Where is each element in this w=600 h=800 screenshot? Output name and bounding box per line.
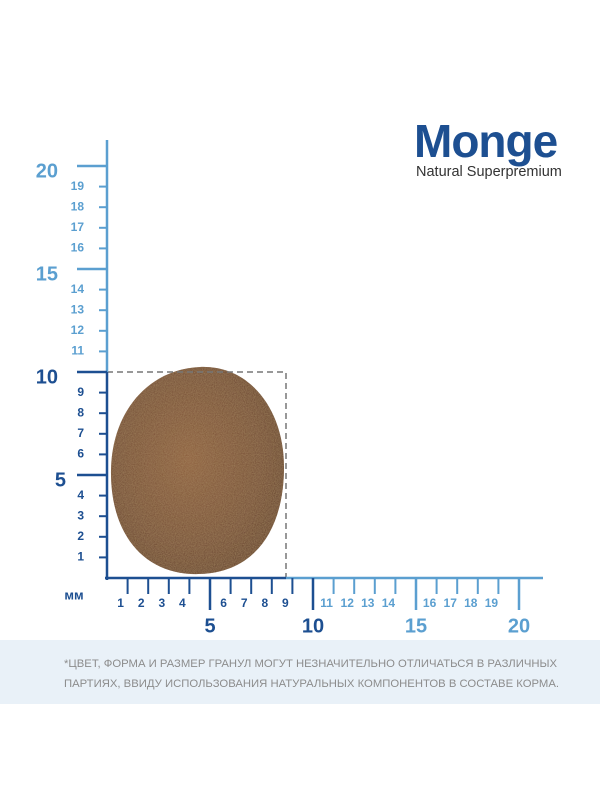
- x-major-label: 15: [405, 615, 427, 637]
- x-tick-label: 7: [241, 596, 248, 610]
- y-tick-label: 18: [71, 199, 85, 213]
- y-tick-label: 9: [77, 385, 84, 399]
- y-major-label: 10: [36, 366, 58, 388]
- y-tick-label: 2: [77, 529, 84, 543]
- x-tick-label: 14: [382, 596, 396, 610]
- x-major-label: 20: [508, 615, 530, 637]
- y-tick-label: 12: [71, 323, 85, 337]
- x-tick-label: 13: [361, 596, 375, 610]
- y-tick-label: 8: [77, 405, 84, 419]
- x-tick-label: 12: [341, 596, 355, 610]
- x-major-label: 10: [302, 615, 324, 637]
- y-major-label: 15: [36, 263, 58, 285]
- x-tick-label: 3: [158, 596, 165, 610]
- y-tick-label: 17: [71, 220, 85, 234]
- y-tick-label: 14: [71, 282, 85, 296]
- kibble: [110, 366, 285, 575]
- x-tick-label: 17: [444, 596, 458, 610]
- y-tick-label: 4: [77, 488, 84, 502]
- y-major-label: 5: [55, 469, 66, 491]
- x-tick-label: 18: [464, 596, 478, 610]
- y-tick-label: 19: [71, 179, 85, 193]
- y-tick-label: 6: [77, 447, 84, 461]
- brand-logo: Monge: [414, 115, 558, 167]
- y-tick-label: 1: [77, 550, 84, 564]
- x-major-label: 5: [204, 615, 215, 637]
- y-tick-label: 16: [71, 241, 85, 255]
- x-tick-label: 19: [485, 596, 499, 610]
- footnote-band: *Цвет, форма и размер гранул могут незна…: [0, 640, 600, 704]
- x-tick-label: 11: [320, 596, 333, 610]
- brand-tagline: Natural Superpremium: [416, 164, 562, 180]
- x-tick-label: 8: [261, 596, 268, 610]
- y-tick-label: 11: [71, 344, 84, 358]
- x-tick-label: 2: [138, 596, 145, 610]
- y-tick-label: 7: [77, 426, 84, 440]
- y-major-label: 20: [36, 160, 58, 182]
- x-tick-label: 16: [423, 596, 437, 610]
- footnote: *Цвет, форма и размер гранул могут незна…: [64, 658, 559, 690]
- y-tick-label: 13: [71, 302, 85, 316]
- x-tick-label: 4: [179, 596, 186, 610]
- x-tick-label: 6: [220, 596, 227, 610]
- x-tick-label: 9: [282, 596, 289, 610]
- unit-label: мм: [64, 587, 83, 602]
- x-tick-label: 1: [117, 596, 124, 610]
- y-tick-label: 3: [77, 508, 84, 522]
